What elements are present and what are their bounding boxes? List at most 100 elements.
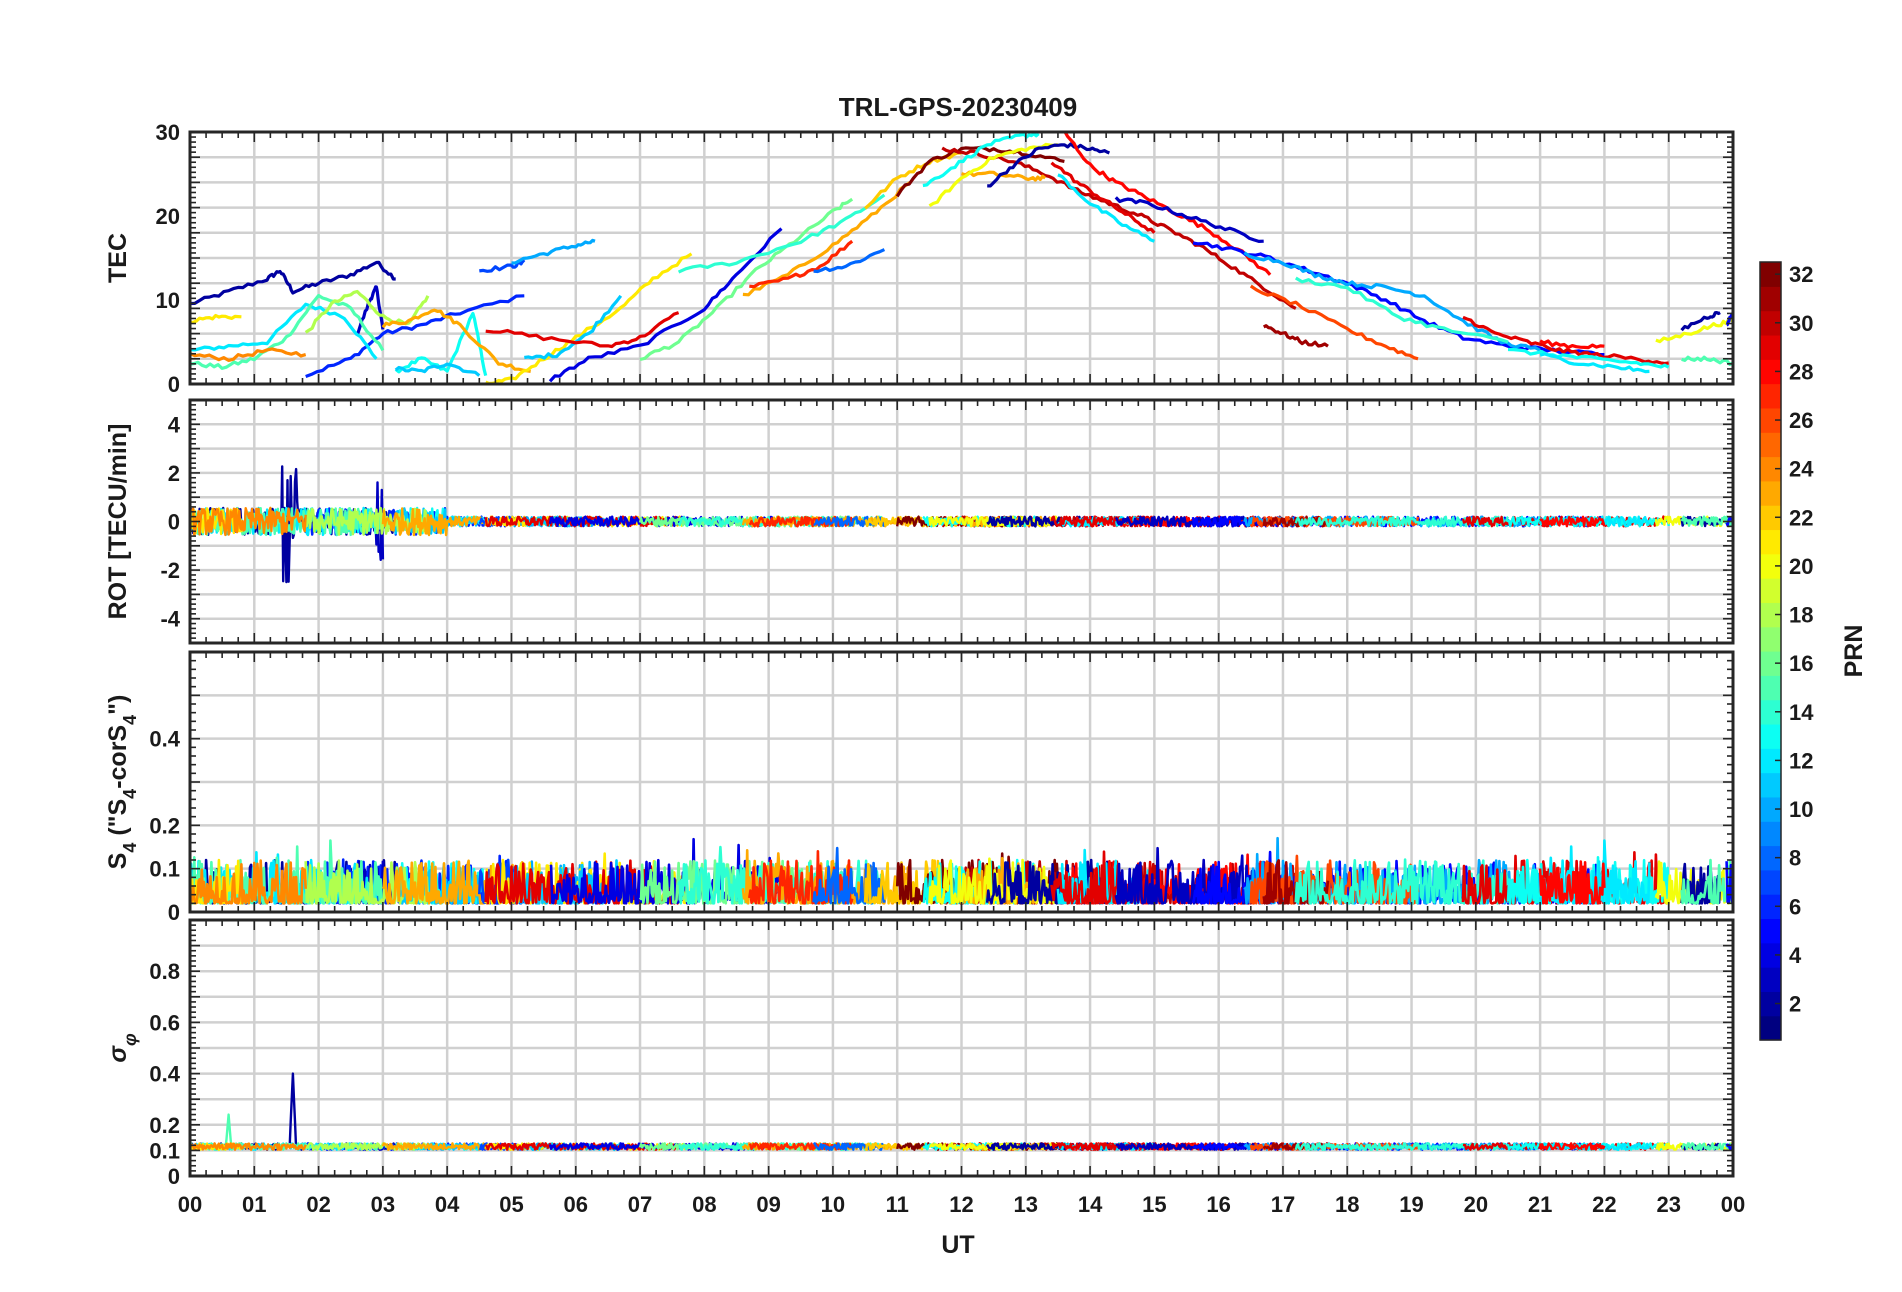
series-group	[190, 132, 1733, 384]
y-tick-label: 20	[156, 204, 180, 229]
colorbar-tick-label: 28	[1789, 359, 1813, 384]
series-prn-28	[1539, 515, 1606, 528]
tec-series-prn-24	[190, 347, 307, 362]
colorbar-tick-label: 26	[1789, 408, 1813, 433]
y-tick-label: 0.8	[149, 959, 180, 984]
colorbar-segment	[1760, 748, 1781, 774]
colorbar-segment	[1760, 772, 1781, 798]
x-tick-label: 08	[692, 1192, 716, 1217]
tec-series-prn-14	[677, 193, 886, 274]
colorbar-segment	[1760, 894, 1781, 920]
tec-series-prn-12	[1057, 173, 1155, 243]
tec-series-prn-2	[190, 260, 396, 306]
grid	[190, 652, 1733, 912]
colorbar-segment	[1760, 505, 1781, 531]
x-tick-label: 05	[499, 1192, 523, 1217]
tec-series-prn-5	[1192, 241, 1605, 357]
series-prn-24	[190, 1142, 307, 1151]
y-axis-label: TEC	[104, 233, 132, 283]
x-tick-label: 14	[1078, 1192, 1103, 1217]
y-tick-label: 0	[168, 372, 180, 397]
series-group	[190, 836, 1733, 905]
y-tick-label: 0.2	[149, 1113, 180, 1138]
tec-series-prn-11	[524, 294, 623, 360]
colorbar-segment	[1760, 553, 1781, 579]
series-prn-26	[1249, 515, 1420, 528]
colorbar-segment	[1760, 310, 1781, 336]
colorbar-tick-label: 30	[1789, 311, 1813, 336]
y-axis-label: σφ	[104, 1033, 140, 1063]
x-tick-labels: 00 01 02 03 04 05 06 07 08 09 10 11 12 13 14 15 16 17 18 19…	[178, 1192, 1745, 1217]
x-tick-label: 23	[1656, 1192, 1680, 1217]
x-tick-label: 11	[886, 1192, 909, 1217]
tick-marks	[189, 131, 1734, 385]
tick-marks	[189, 651, 1734, 913]
colorbar-tick-label: 20	[1789, 554, 1813, 579]
tec-series-prn-3	[355, 285, 385, 336]
colorbar-label: PRN	[1840, 625, 1868, 678]
colorbar-segment	[1760, 529, 1781, 555]
series-prn-24	[190, 859, 307, 905]
series-prn-24	[190, 506, 307, 537]
x-tick-label: 19	[1399, 1192, 1423, 1217]
x-tick-label: 17	[1271, 1192, 1295, 1217]
tec-series-prn-2	[1680, 311, 1721, 332]
colorbar-segment	[1760, 407, 1781, 433]
x-tick-label: 02	[306, 1192, 330, 1217]
tec-series-prn-21	[485, 252, 693, 384]
series-prn-2	[190, 1072, 397, 1151]
y-tick-label: 10	[156, 288, 180, 313]
x-tick-label: 00	[1721, 1192, 1745, 1217]
colorbar-segment	[1760, 480, 1781, 506]
colorbar-segment	[1760, 796, 1781, 822]
x-tick-label: 04	[435, 1192, 460, 1217]
x-tick-label: 18	[1335, 1192, 1359, 1217]
colorbar-segment	[1760, 821, 1781, 847]
series-prn-27	[748, 515, 854, 528]
colorbar-tick-label: 24	[1789, 457, 1814, 482]
colorbar-segment	[1760, 286, 1781, 312]
x-tick-label: 07	[628, 1192, 652, 1217]
series-prn-23	[381, 507, 532, 537]
tec-series-prn-7	[479, 259, 526, 273]
y-tick-label: 0.4	[149, 727, 180, 752]
y-axis-label: S4 ("S4-corS4")	[104, 695, 140, 870]
panel-4: 00.10.2 0.4 0.6 0.8 σφ	[104, 918, 1735, 1189]
series-group	[190, 1072, 1733, 1151]
panel-2: -4 -2 0 2 4 ROT [TECU/min]	[104, 398, 1735, 645]
series-prn-15	[1680, 515, 1733, 528]
tec-series-prn-16	[639, 197, 854, 362]
tec-series-prn-30	[941, 146, 1297, 310]
y-tick-label: 0	[168, 1164, 180, 1189]
tick-marks	[189, 919, 1734, 1177]
colorbar-segment	[1760, 869, 1781, 895]
tec-series-prn-27	[749, 239, 854, 289]
x-tick-label: 15	[1142, 1192, 1166, 1217]
series-prn-3	[1114, 515, 1265, 528]
tec-series-prn-14	[1294, 276, 1509, 344]
panel-1: 0 10 20 30 TEC	[104, 120, 1735, 397]
x-tick-label: 20	[1464, 1192, 1488, 1217]
y-tick-label: 0	[168, 510, 180, 535]
x-tick-label: 12	[949, 1192, 973, 1217]
colorbar-segment	[1760, 991, 1781, 1017]
colorbar-segment	[1760, 918, 1781, 944]
y-tick-label: 0.2	[149, 813, 180, 838]
series-prn-28	[1538, 860, 1606, 905]
series-prn-20	[928, 857, 1060, 905]
chart-title: TRL-GPS-20230409	[839, 92, 1077, 122]
tec-series-prn-10	[1243, 251, 1541, 352]
series-prn-29	[484, 1142, 680, 1151]
y-tick-label: 0.1	[149, 857, 180, 882]
series-prn-15	[1680, 1142, 1733, 1151]
tec-series-prn-31	[1262, 324, 1329, 348]
colorbar-segment	[1760, 699, 1781, 725]
colorbar-tick-label: 2	[1789, 992, 1801, 1017]
colorbar-tick-label: 16	[1789, 651, 1813, 676]
x-tick-label: 09	[756, 1192, 780, 1217]
y-tick-label: 0.1	[149, 1138, 180, 1163]
colorbar-tick-label: 8	[1789, 846, 1801, 871]
colorbar-tick-label: 6	[1789, 894, 1801, 919]
